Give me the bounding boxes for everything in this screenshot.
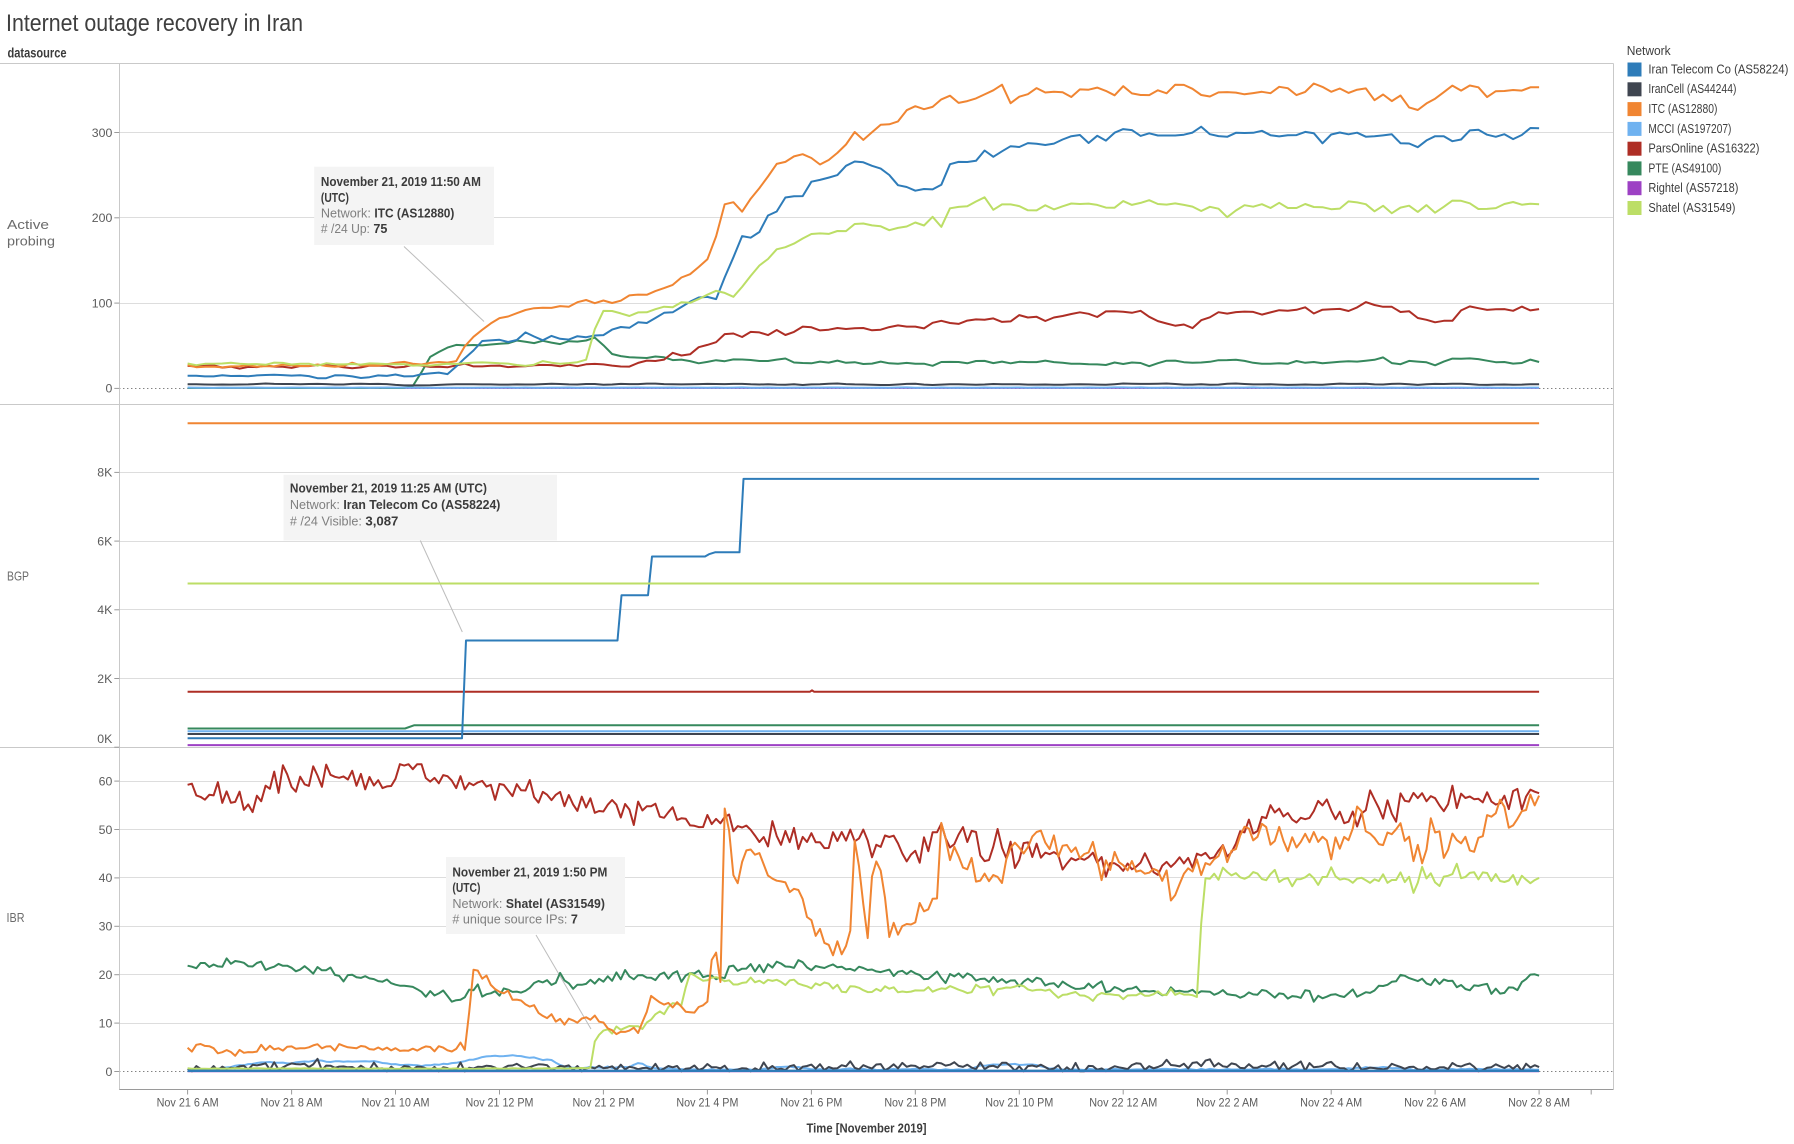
svg-text:10: 10 bbox=[99, 1016, 113, 1030]
svg-text:PTE (AS49100): PTE (AS49100) bbox=[1648, 160, 1721, 175]
svg-text:IBR: IBR bbox=[7, 910, 25, 925]
svg-text:Internet outage recovery in Ir: Internet outage recovery in Iran bbox=[6, 10, 303, 37]
svg-text:Shatel (AS31549): Shatel (AS31549) bbox=[506, 896, 605, 911]
svg-text:(UTC): (UTC) bbox=[452, 880, 480, 895]
svg-text:datasource: datasource bbox=[8, 45, 67, 61]
svg-text:8K: 8K bbox=[97, 466, 113, 480]
svg-text:Network:: Network: bbox=[452, 896, 502, 911]
svg-text:60: 60 bbox=[99, 774, 113, 788]
svg-text:ITC (AS12880): ITC (AS12880) bbox=[374, 206, 454, 221]
svg-text:probing: probing bbox=[7, 234, 55, 249]
svg-text:Nov 21 4 PM: Nov 21 4 PM bbox=[676, 1096, 738, 1110]
svg-text:Network:: Network: bbox=[290, 497, 340, 512]
svg-text:Nov 22 8 AM: Nov 22 8 AM bbox=[1508, 1096, 1570, 1110]
svg-text:# unique source IPs:: # unique source IPs: bbox=[452, 912, 567, 927]
svg-text:Nov 21 6 PM: Nov 21 6 PM bbox=[780, 1096, 842, 1110]
svg-text:4K: 4K bbox=[97, 603, 113, 617]
svg-text:Network: Network bbox=[1627, 43, 1671, 58]
svg-text:0: 0 bbox=[105, 382, 112, 396]
svg-text:Nov 22 4 AM: Nov 22 4 AM bbox=[1300, 1096, 1362, 1110]
svg-text:Nov 21 10 AM: Nov 21 10 AM bbox=[362, 1096, 430, 1110]
svg-text:# /24 Up:: # /24 Up: bbox=[321, 221, 370, 236]
svg-text:2K: 2K bbox=[97, 672, 113, 686]
svg-text:MCCI (AS197207): MCCI (AS197207) bbox=[1648, 121, 1731, 136]
svg-text:40: 40 bbox=[99, 871, 113, 885]
svg-text:0: 0 bbox=[105, 1065, 112, 1079]
svg-text:Nov 21 12 PM: Nov 21 12 PM bbox=[465, 1096, 533, 1110]
svg-text:300: 300 bbox=[92, 126, 113, 140]
svg-text:ITC (AS12880): ITC (AS12880) bbox=[1648, 101, 1717, 116]
svg-text:Nov 22 2 AM: Nov 22 2 AM bbox=[1196, 1096, 1258, 1110]
svg-text:(UTC): (UTC) bbox=[321, 190, 349, 205]
svg-text:November 21, 2019 11:25 AM (UT: November 21, 2019 11:25 AM (UTC) bbox=[290, 481, 487, 496]
svg-text:November 21, 2019 11:50 AM: November 21, 2019 11:50 AM bbox=[321, 174, 481, 189]
svg-text:ParsOnline (AS16322): ParsOnline (AS16322) bbox=[1648, 141, 1759, 156]
svg-text:Iran Telecom Co (AS58224): Iran Telecom Co (AS58224) bbox=[1648, 61, 1788, 76]
svg-text:20: 20 bbox=[99, 968, 113, 982]
svg-text:Time [November 2019]: Time [November 2019] bbox=[807, 1122, 927, 1136]
svg-text:Nov 21 2 PM: Nov 21 2 PM bbox=[572, 1096, 634, 1110]
svg-text:Nov 21 8 PM: Nov 21 8 PM bbox=[884, 1096, 946, 1110]
svg-text:100: 100 bbox=[92, 296, 113, 310]
svg-text:7: 7 bbox=[571, 912, 578, 927]
svg-text:Nov 21 6 AM: Nov 21 6 AM bbox=[157, 1096, 219, 1110]
svg-text:Nov 22 12 AM: Nov 22 12 AM bbox=[1089, 1096, 1157, 1110]
svg-text:IranCell (AS44244): IranCell (AS44244) bbox=[1648, 81, 1736, 96]
svg-text:Nov 21 8 AM: Nov 21 8 AM bbox=[261, 1096, 323, 1110]
svg-text:Active: Active bbox=[7, 217, 49, 232]
svg-text:Nov 22 6 AM: Nov 22 6 AM bbox=[1404, 1096, 1466, 1110]
svg-text:50: 50 bbox=[99, 823, 113, 837]
svg-text:Iran Telecom Co (AS58224): Iran Telecom Co (AS58224) bbox=[343, 497, 500, 512]
svg-text:# /24 Visible:: # /24 Visible: bbox=[290, 514, 362, 529]
svg-text:Rightel (AS57218): Rightel (AS57218) bbox=[1648, 180, 1738, 195]
svg-text:BGP: BGP bbox=[7, 569, 29, 584]
svg-text:November 21, 2019 1:50 PM: November 21, 2019 1:50 PM bbox=[452, 864, 607, 879]
svg-text:30: 30 bbox=[99, 920, 113, 934]
svg-text:200: 200 bbox=[92, 211, 113, 225]
svg-text:6K: 6K bbox=[97, 534, 113, 548]
svg-text:Shatel (AS31549): Shatel (AS31549) bbox=[1648, 200, 1735, 215]
svg-text:75: 75 bbox=[373, 221, 387, 236]
svg-text:3,087: 3,087 bbox=[365, 514, 398, 529]
svg-text:Nov 21 10 PM: Nov 21 10 PM bbox=[985, 1096, 1053, 1110]
svg-text:0K: 0K bbox=[97, 732, 113, 746]
svg-text:Network:: Network: bbox=[321, 206, 371, 221]
